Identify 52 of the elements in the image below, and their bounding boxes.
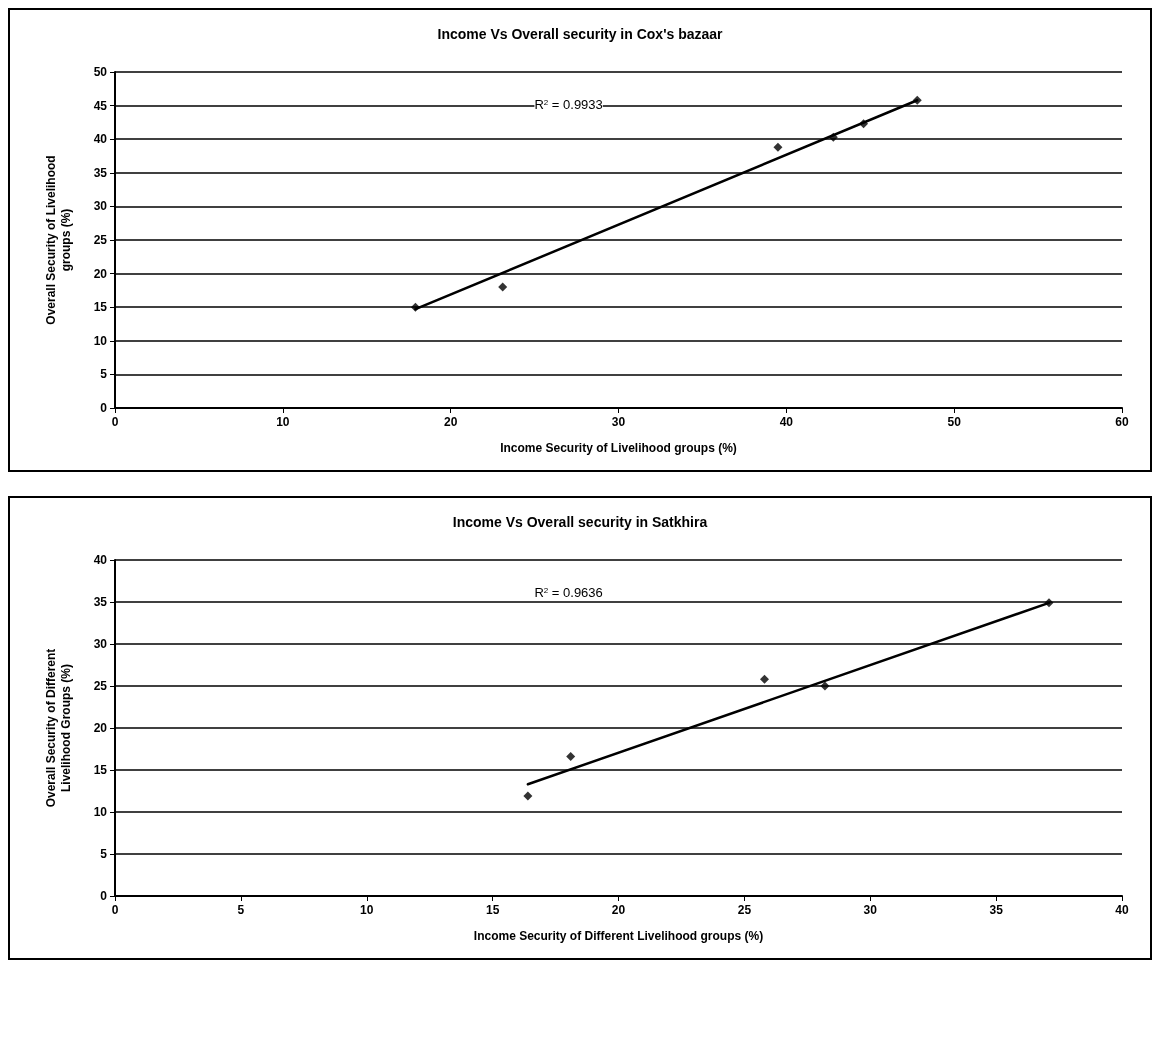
y-tick-label: 45 [93,98,108,113]
point [410,302,420,312]
point [498,282,508,292]
point [1044,598,1054,608]
y-tick-label: 40 [93,132,108,147]
x-tick-label: 60 [1115,415,1129,429]
y-tick-label: 30 [93,637,108,651]
point [820,681,830,691]
y-tick-label: 15 [93,300,108,315]
y-tick-label: 0 [100,889,108,903]
x-tick-label: 0 [111,415,119,429]
x-tick-label: 15 [485,903,500,917]
y-tick-label: 35 [93,165,108,180]
point [566,752,576,762]
x-tick-label: 30 [863,903,878,917]
x-tick-label: 5 [237,903,245,917]
y-tick-label: 5 [100,367,108,382]
y-tick-label: 25 [93,679,108,693]
x-tick-label: 40 [779,415,794,429]
y-tick-label: 25 [93,233,108,247]
x-tick-label: 30 [611,415,626,429]
y-tick-label: 20 [93,721,108,735]
y-tick-label: 15 [93,763,108,777]
y-axis-title: Overall Security of Livelihood groups (%) [43,155,73,325]
x-tick-label: 35 [989,903,1004,917]
x-tick-label: 20 [611,903,626,917]
x-tick-label: 0 [111,903,119,917]
x-tick-label: 25 [737,903,752,917]
y-tick-label: 10 [93,805,108,819]
y-tick-label: 10 [93,333,108,348]
y-tick-label: 50 [93,65,108,79]
point [912,95,922,105]
x-axis-title: Income Security of Livelihood groups (%) [500,440,737,455]
x-tick-label: 10 [276,415,290,429]
x-tick-label: 50 [947,415,962,429]
y-tick-label: 30 [93,199,108,214]
y-tick-label: 20 [93,266,108,281]
y-axis-title: Overall Security of Different Livelihood Groups (%) [43,648,73,808]
chart-title: Income Vs Overall security in Satkhira [452,514,708,530]
y-tick-label: 0 [100,401,108,415]
y-tick-label: 40 [93,553,108,567]
x-tick-label: 10 [360,903,374,917]
point [773,142,783,152]
point [523,791,533,801]
x-tick-label: 20 [443,415,458,429]
point [859,119,869,129]
y-tick-label: 5 [100,847,108,861]
x-tick-label: 40 [1115,903,1129,917]
y-tick-label: 35 [93,595,108,609]
point [760,674,770,684]
x-axis-title: Income Security of Different Livelihood groups (%) [473,928,764,943]
chart-title: Income Vs Overall security in Cox's bazaar [437,26,724,42]
